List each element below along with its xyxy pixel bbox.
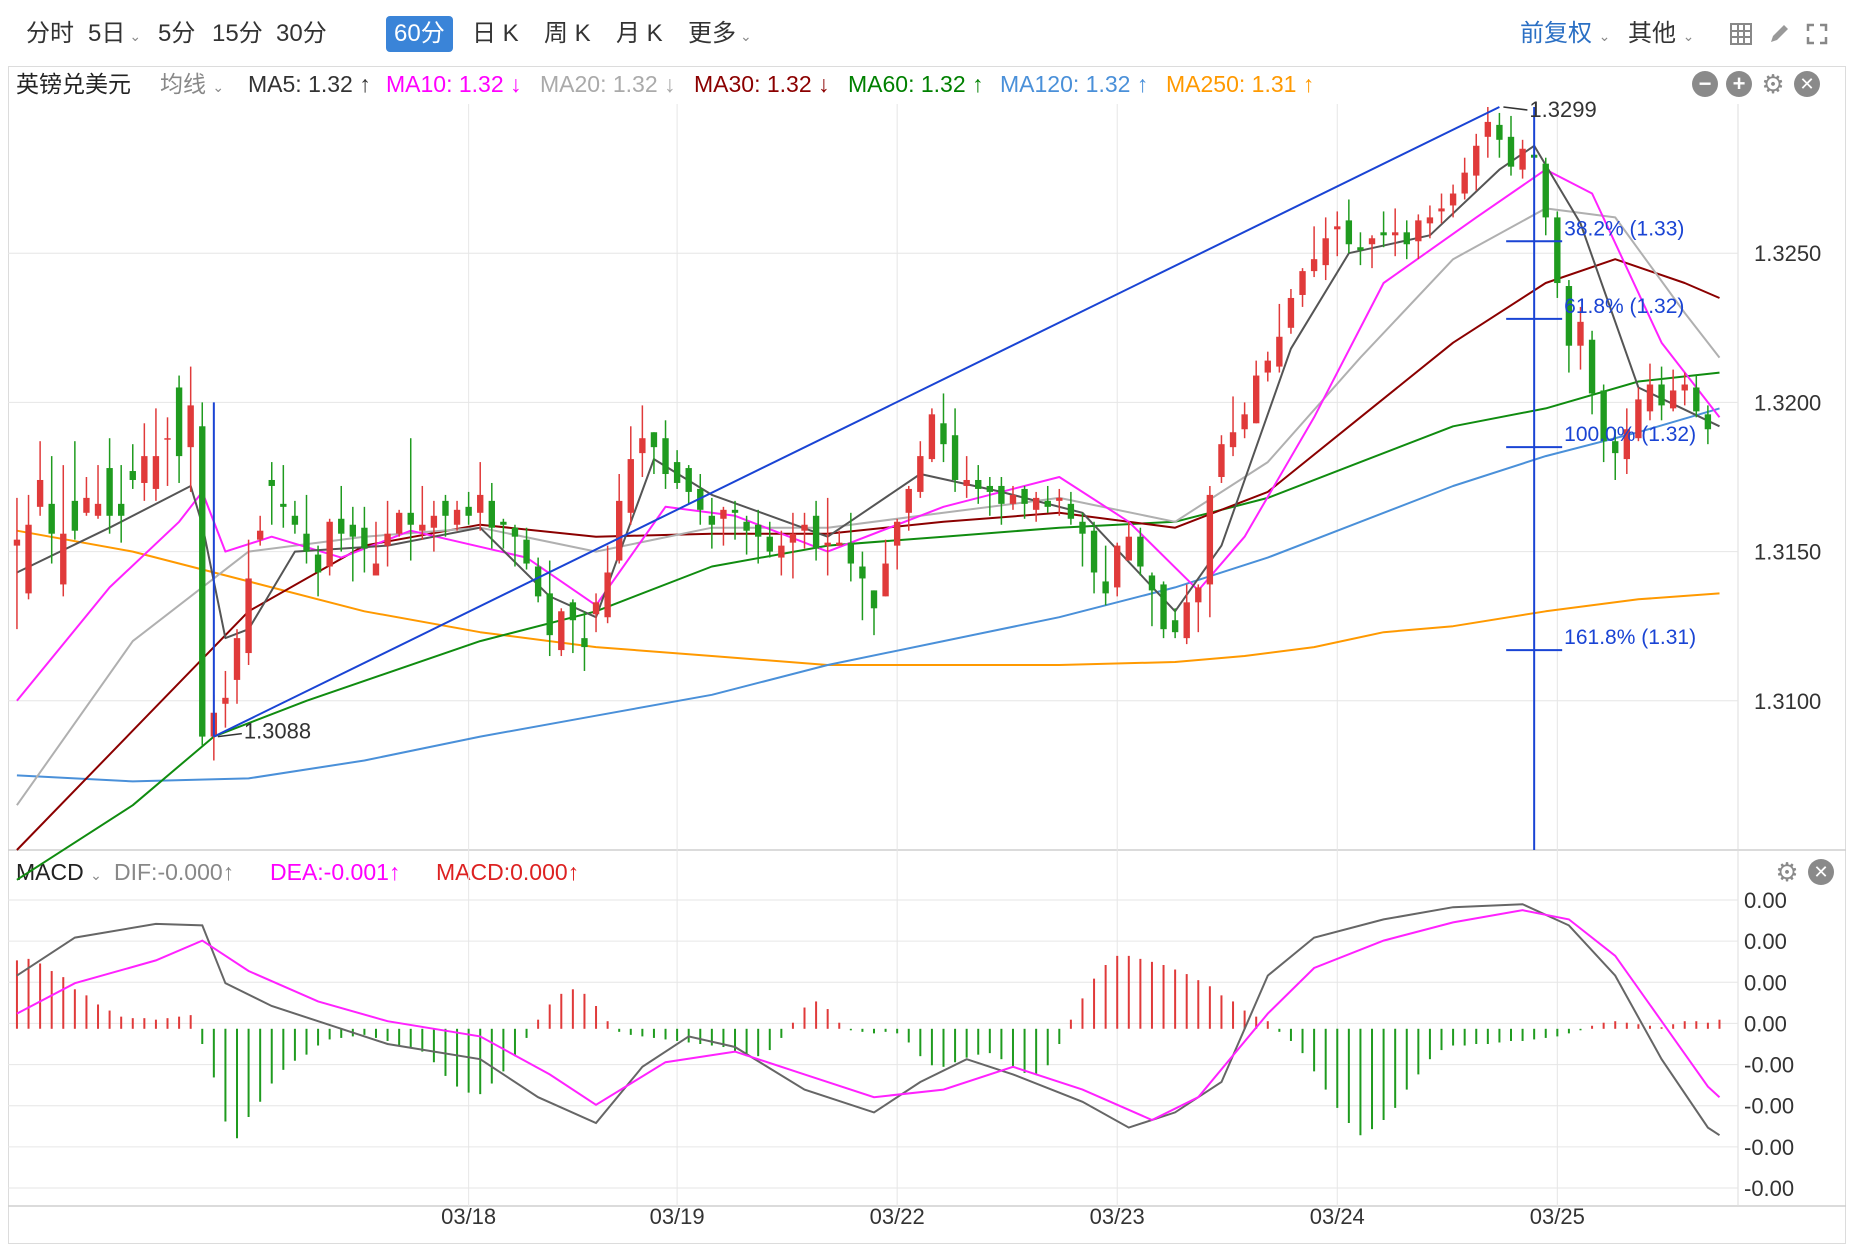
tab-label: 月 K (616, 20, 663, 47)
tab-3[interactable]: 5分 (150, 16, 203, 52)
macd-select[interactable]: MACD ⌄ (16, 854, 102, 893)
legend-ma120: MA120: 1.32 ↑ (1000, 71, 1149, 97)
grid-icon[interactable] (1728, 22, 1754, 48)
symbol-name: 英镑兑美元 (16, 71, 131, 97)
chevron-down-icon: ⌄ (129, 28, 142, 44)
pencil-icon[interactable] (1766, 22, 1792, 48)
legend-ma250: MA250: 1.31 ↑ (1166, 71, 1315, 97)
tab-6[interactable]: 60分 (386, 16, 453, 52)
gear-icon[interactable]: ⚙ (1775, 857, 1799, 887)
tab-4[interactable]: 15分 (204, 16, 271, 52)
legend-ma30: MA30: 1.32 ↓ (694, 71, 830, 97)
close-icon[interactable]: ✕ (1794, 71, 1820, 97)
tab-8[interactable]: 周 K (536, 16, 599, 52)
tab-label: 分时 (26, 20, 74, 47)
tab-label: 15分 (212, 20, 263, 47)
tab-label: 60分 (394, 20, 445, 47)
legend-dea: DEA:-0.001↑ (270, 859, 401, 885)
tab-label: 5日 (88, 20, 126, 47)
chevron-down-icon: ⌄ (1682, 28, 1695, 44)
tab-label: 5分 (158, 20, 196, 47)
chevron-down-icon: ⌄ (90, 867, 102, 883)
tab-7[interactable]: 日 K (464, 16, 527, 52)
right-toolbar: 前复权 ⌄ 其他 ⌄ (1520, 16, 1840, 52)
chevron-down-icon: ⌄ (740, 28, 752, 44)
main-legend: 英镑兑美元 均线 ⌄ MA5: 1.32 ↑ MA10: 1.32 ↓ MA20… (8, 66, 1846, 102)
chevron-down-icon: ⌄ (1598, 28, 1611, 44)
close-icon[interactable]: ✕ (1808, 859, 1834, 885)
tab-9[interactable]: 月 K (608, 16, 671, 52)
gear-icon[interactable]: ⚙ (1761, 69, 1785, 99)
indicator-select-label: 均线 (160, 71, 206, 97)
legend-dif: DIF:-0.000↑ (114, 859, 235, 885)
minus-icon[interactable]: − (1692, 71, 1718, 97)
macd-label: MACD (16, 859, 84, 885)
legend-ma20: MA20: 1.32 ↓ (540, 71, 676, 97)
other-label: 其他 (1628, 20, 1676, 47)
tab-label: 周 K (544, 20, 591, 47)
indicator-select[interactable]: 均线 ⌄ (160, 66, 224, 105)
tab-10[interactable]: 更多 ⌄ (680, 16, 760, 52)
chevron-down-icon: ⌄ (212, 79, 225, 95)
chart-frame (8, 66, 1846, 1244)
macd-legend: MACD ⌄ DIF:-0.000↑ DEA:-0.001↑ MACD:0.00… (8, 854, 1846, 890)
legend-ma60: MA60: 1.32 ↑ (848, 71, 984, 97)
plus-icon[interactable]: + (1726, 71, 1752, 97)
tab-label: 30分 (276, 20, 327, 47)
tab-label: 日 K (472, 20, 519, 47)
tab-1[interactable]: 分时 (18, 16, 82, 52)
legend-ma5: MA5: 1.32 ↑ (248, 71, 371, 97)
tab-5[interactable]: 30分 (268, 16, 335, 52)
fullscreen-icon[interactable] (1804, 22, 1830, 48)
adjust-label: 前复权 (1520, 20, 1592, 47)
other-select[interactable]: 其他 ⌄ (1628, 16, 1694, 52)
legend-macd-value: MACD:0.000↑ (436, 859, 580, 885)
legend-ma10: MA10: 1.32 ↓ (386, 71, 522, 97)
tab-2[interactable]: 5日 ⌄ (80, 16, 149, 52)
adjust-select[interactable]: 前复权 ⌄ (1520, 16, 1610, 52)
tab-label: 更多 (688, 20, 736, 47)
